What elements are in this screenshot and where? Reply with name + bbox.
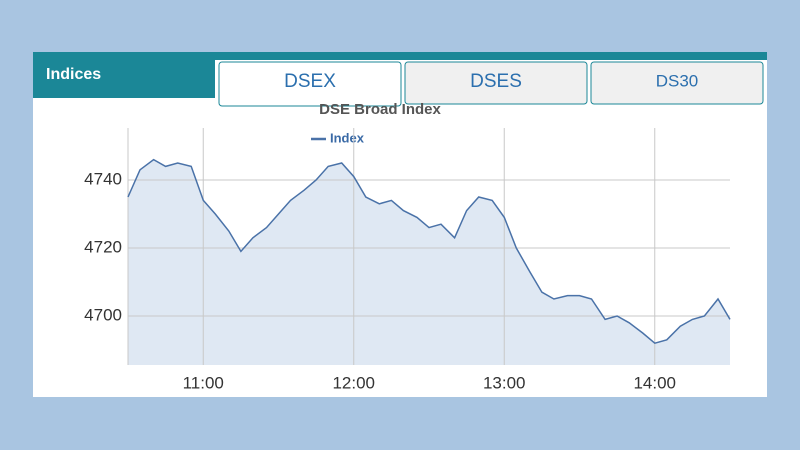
tab-label[interactable]: DSES (470, 71, 522, 92)
y-tick-label: 4700 (84, 306, 122, 325)
area (128, 159, 730, 365)
header-block (33, 52, 215, 98)
x-tick-label: 11:00 (183, 373, 224, 392)
x-tick-label: 12:00 (332, 373, 375, 392)
x-tick-label: 13:00 (483, 373, 526, 392)
x-tick-label: 14:00 (633, 373, 676, 392)
tab[interactable] (590, 61, 764, 105)
legend-label: Index (330, 130, 365, 145)
plot: 4700 4720 4740 11:00 12:00 13:00 14:00 (84, 128, 731, 392)
header-strip (33, 52, 767, 60)
tab-label[interactable]: DSEX (284, 71, 336, 92)
y-tick-label: 4720 (84, 238, 122, 257)
y-tick-label: 4740 (84, 170, 122, 189)
chart-title: DSE Broad Index (319, 101, 441, 118)
line (127, 158, 731, 345)
tab-label[interactable]: DS30 (656, 71, 699, 90)
tab[interactable] (218, 61, 402, 107)
tab[interactable] (404, 61, 588, 105)
header-title: Indices (46, 66, 101, 83)
